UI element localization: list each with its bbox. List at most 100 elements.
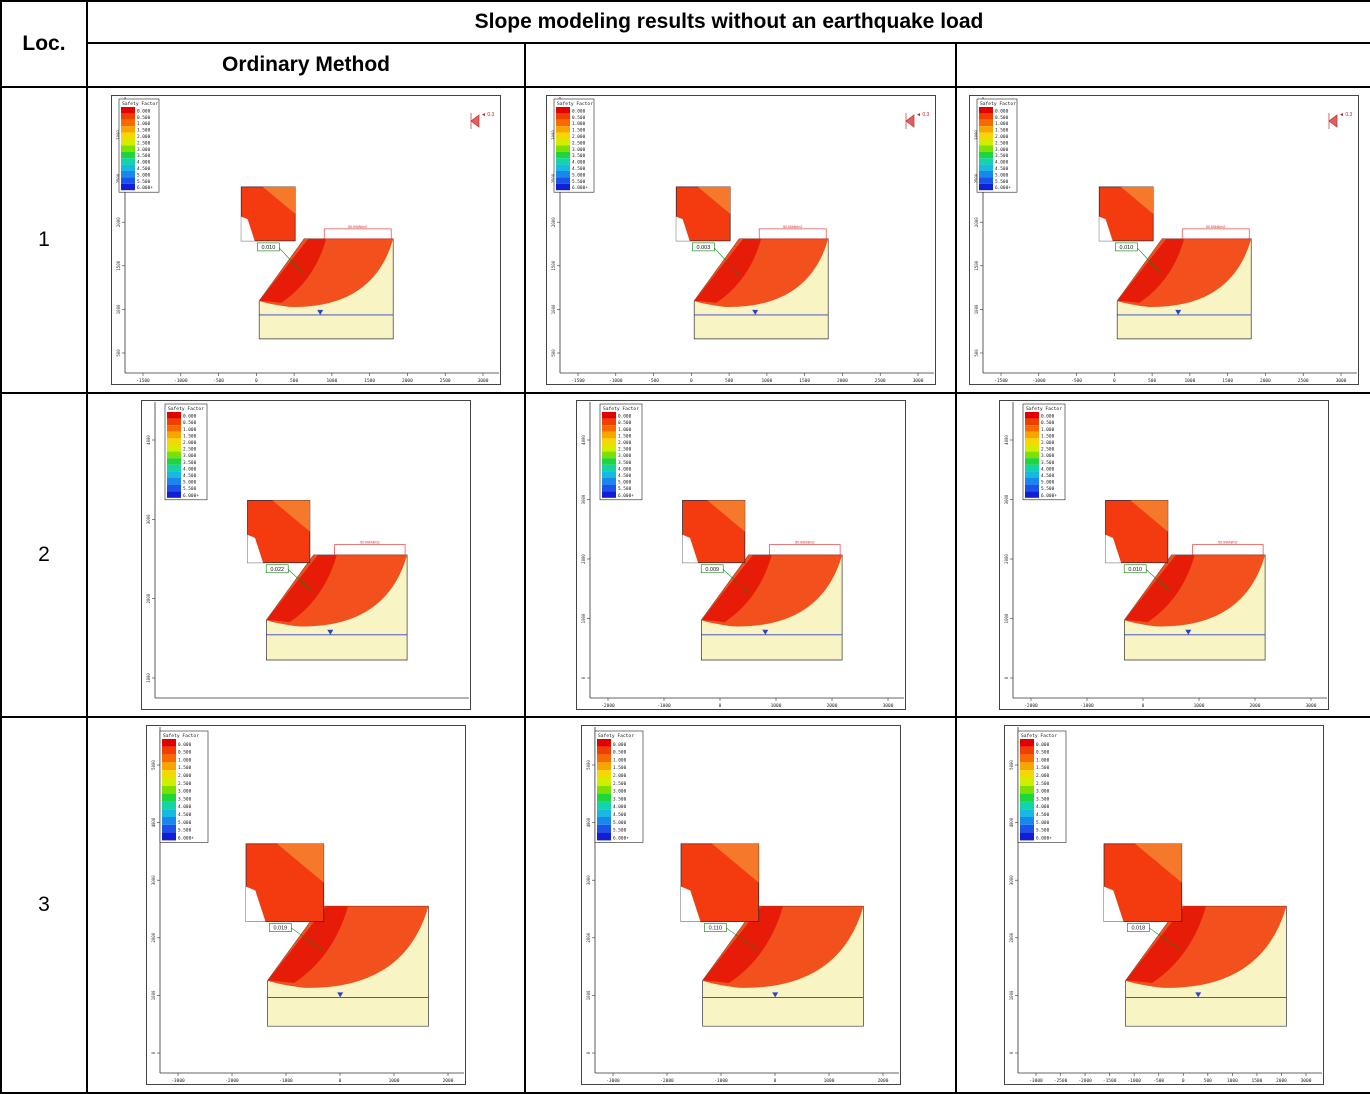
legend-swatch <box>1019 762 1034 771</box>
x-tick-label: -2000 <box>601 703 615 709</box>
legend-entry: 3.000 <box>183 453 197 459</box>
x-tick-label: 500 <box>1203 1078 1211 1084</box>
legend-swatch <box>1024 471 1039 478</box>
fs-label-box <box>1126 923 1150 932</box>
legend-swatch <box>601 438 616 445</box>
legend-entry: 2.000 <box>613 773 627 779</box>
plot-cell-3-1: 5000 4000 3000 2000 1000 0 -3000 -2000 -1000 0 100… <box>86 716 526 1094</box>
legend-swatch <box>596 824 611 833</box>
inset-cutout <box>682 534 698 563</box>
legend-entry: 1.000 <box>613 757 627 763</box>
legend-swatch <box>162 793 176 802</box>
y-tick-label: 1000 <box>581 613 586 623</box>
legend-entry: 6.000+ <box>618 493 634 499</box>
legend-entry: 5.500 <box>1041 486 1055 492</box>
x-tick-label: 2000 <box>1260 378 1271 384</box>
legend-swatch <box>1019 739 1034 747</box>
y-tick-label: 2000 <box>151 932 156 942</box>
legend-entry: 1.000 <box>1036 757 1050 763</box>
x-tick-label: 0 <box>1112 378 1115 384</box>
x-tick-label: 1500 <box>1222 378 1233 384</box>
slope-plot: 4000 3000 2000 1000 0 -2000 -1000 0 1000 2000 3000… <box>526 394 955 716</box>
legend-swatch <box>978 177 993 184</box>
legend-swatch <box>121 132 135 139</box>
legend-swatch <box>596 785 611 794</box>
legend-swatch <box>978 119 993 127</box>
slope-plot: 4000 3000 2000 1000 0 -2000 -1000 0 1000 2000 3000… <box>957 394 1370 716</box>
legend-swatch <box>978 139 993 146</box>
legend-entry: 1.500 <box>572 128 586 134</box>
x-tick-label: -1000 <box>279 1078 293 1084</box>
legend-entry: 3.500 <box>995 153 1009 159</box>
x-tick-label: 1000 <box>1226 1078 1237 1084</box>
legend-entry: 0.500 <box>178 750 192 756</box>
legend-entry: 5.500 <box>137 179 151 185</box>
legend-swatch <box>121 158 135 165</box>
legend-entry: 3.000 <box>178 789 192 795</box>
legend-entry: 1.000 <box>572 121 586 127</box>
plot-cell-1-2: 3000 2500 2000 1500 1000 500 -1500 -1000 -500 0 50… <box>524 86 957 394</box>
y-tick-label: 3000 <box>116 130 121 140</box>
distributed-load <box>1181 228 1249 240</box>
x-tick-label: 2500 <box>440 378 451 384</box>
x-tick-label: 1500 <box>1251 1078 1262 1084</box>
x-tick-label: 1000 <box>823 1078 834 1084</box>
legend-entry: 2.000 <box>1036 773 1050 779</box>
y-tick-label: 0 <box>581 676 586 679</box>
legend-swatch <box>555 126 570 133</box>
fs-leader <box>1134 245 1162 276</box>
y-tick-label: 2000 <box>974 217 979 227</box>
legend-swatch <box>167 425 181 432</box>
x-tick-label: 0 <box>1181 1078 1184 1084</box>
legend-entry: 4.500 <box>1041 473 1055 479</box>
y-tick-label: 1000 <box>1004 613 1009 623</box>
fs-label-box <box>1114 242 1138 252</box>
x-tick-label: 2000 <box>1276 1078 1287 1084</box>
legend-entry: 3.500 <box>1041 460 1055 466</box>
y-tick-label: 2000 <box>1004 554 1009 564</box>
legend-entry: 2.000 <box>1041 440 1055 446</box>
y-tick-label: 4000 <box>151 817 156 827</box>
legend-entry: 5.000 <box>618 480 632 486</box>
legend-swatch <box>1019 801 1034 810</box>
x-tick-label: 0 <box>718 703 721 709</box>
x-tick-label: -1500 <box>1102 1078 1116 1084</box>
legend-swatch <box>121 107 135 114</box>
legend-swatch <box>121 119 135 127</box>
legend-swatch <box>1024 458 1039 465</box>
x-tick-label: -2000 <box>225 1078 239 1084</box>
inset-gradient <box>262 186 296 214</box>
load-label: 50.00kN/m2 <box>783 225 802 229</box>
y-tick-label: 4000 <box>1009 817 1014 827</box>
legend-swatch <box>162 801 176 810</box>
legend-swatch <box>978 158 993 165</box>
x-tick-label: 2000 <box>402 378 413 384</box>
legend-title: Safety Factor <box>1021 733 1057 739</box>
legend-entry: 4.000 <box>995 160 1009 166</box>
legend-swatch <box>555 164 570 171</box>
x-tick-label: -1500 <box>136 378 150 384</box>
legend-entry: 2.000 <box>618 440 632 446</box>
distributed-load <box>323 228 392 240</box>
legend-entry: 1.000 <box>183 427 197 433</box>
legend-entry: 4.000 <box>618 466 632 472</box>
legend-entry: 1.000 <box>618 427 632 433</box>
legend-entry: 6.000+ <box>613 835 629 841</box>
legend-entry: 2.500 <box>1036 781 1050 787</box>
slope-plot: 5000 4000 3000 2000 1000 0 -3000 -2000 -1000 0 100… <box>88 718 524 1092</box>
load-label: 50.00kN/m2 <box>795 540 814 544</box>
legend-entry: 3.000 <box>137 147 151 153</box>
legend-swatch <box>121 151 135 159</box>
water-marker-icon <box>317 309 324 315</box>
legend-entry: 3.000 <box>618 453 632 459</box>
legend-swatch <box>1024 425 1039 432</box>
plot-cell-3-3: 5000 4000 3000 2000 1000 0 -3000 -2500 -2000 -150… <box>955 716 1370 1094</box>
legend-swatch <box>167 484 181 492</box>
legend-swatch <box>601 458 616 465</box>
factor-of-safety-value: 0.003 <box>696 245 710 251</box>
y-tick-label: 2500 <box>551 173 556 183</box>
legend-entry: 5.500 <box>572 179 586 185</box>
inset-cutout <box>675 216 690 241</box>
y-tick-label: 2000 <box>551 217 556 227</box>
